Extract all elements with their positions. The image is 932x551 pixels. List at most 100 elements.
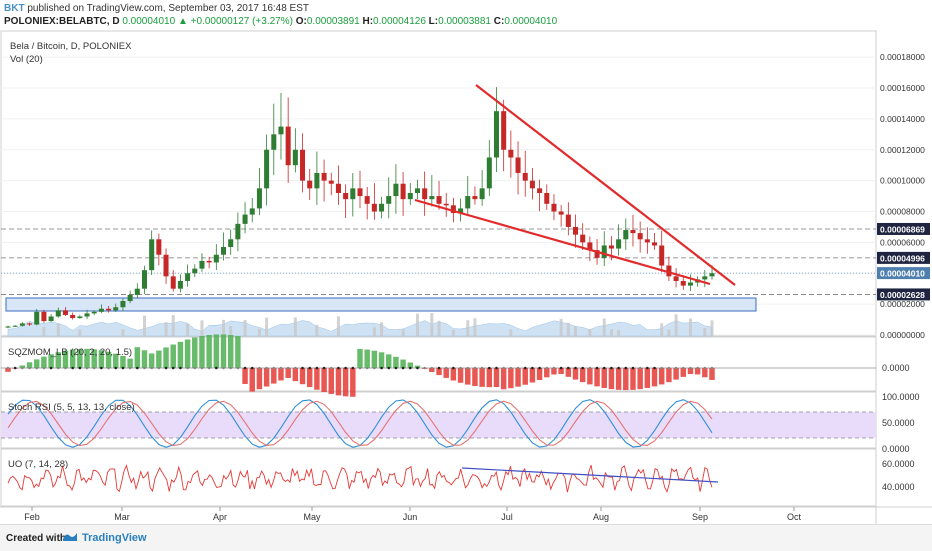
sqz-dot [215,366,218,370]
candle-body [314,172,320,189]
candle-body [379,203,385,212]
sqz-dot [64,366,67,370]
sqz-dot [660,366,664,370]
candle-body [422,188,428,200]
volume-bar [121,329,125,336]
volume-bar [466,320,470,336]
volume-bar [315,324,319,336]
volume-bar [588,329,592,336]
volume-bar [229,326,233,336]
sqz-bar [450,368,457,381]
candle-body [458,208,464,214]
volume-bar [186,323,190,336]
volume-bar [509,329,513,336]
sqz-dot [624,366,628,370]
candle-body [127,294,133,302]
candle-body [515,157,521,173]
candle-body [249,208,255,215]
uo-pane[interactable] [0,448,877,507]
sqz-bar [69,349,76,368]
candle-body [335,183,341,193]
sqz-bar [148,353,155,368]
sqz-bar [285,368,291,378]
support-zone-box[interactable] [5,297,757,312]
sqz-dot [236,366,240,370]
wedge-lower-trendline[interactable] [414,198,711,286]
candle-body [587,242,593,251]
volume-bar [703,327,707,336]
sqz-dot [516,366,520,370]
candle-body [637,233,643,240]
sqz-bar [184,339,191,368]
candle-body [321,172,327,181]
sqz-bar [644,368,651,388]
chart-canvas[interactable]: 0.00018000 0.00016000 0.00014000 0.00012000… [0,30,932,524]
main-pane[interactable] [0,30,877,337]
sqz-bar [306,368,313,388]
tradingview-logo-icon[interactable] [62,530,78,542]
publish-header: BKT published on TradingView.com, Septem… [4,3,309,16]
sqz-dot [164,366,168,370]
sqz-dot [250,366,254,370]
candle-body [680,280,686,286]
symbol-label: POLONIEX:BELABTC, D [4,16,120,27]
candle-body [594,250,600,258]
volume-bar [710,320,714,336]
candle-body [465,196,471,209]
sqz-bar [113,353,119,368]
sqz-bar [472,368,478,386]
candle-body [228,239,234,248]
sqz-bar [120,356,126,368]
sqz-bar [493,368,500,388]
candle-body [5,326,11,328]
sqz-dot [107,366,110,370]
candle-body [106,308,112,311]
candle-body [328,180,334,184]
sqz-dot [495,366,498,370]
sqz-bar [314,368,320,390]
candle-body [84,313,90,317]
sqz-bar [457,368,464,383]
sqz-bar [105,351,112,368]
sqz-bar [84,348,90,368]
sqz-bar [48,354,54,368]
open-value: 0.00003891 [306,16,360,27]
candle-body [70,314,76,319]
price-axis-label: 0.00010000 [880,176,925,186]
candle-body [687,282,693,286]
uo-label: UO (7, 14, 28) [8,459,69,470]
author-link[interactable]: BKT [4,3,25,14]
sqz-bar [529,368,536,383]
volume-bar [42,326,46,336]
uo-trendline[interactable] [461,467,719,483]
sqz-bar [156,350,162,368]
sqz-bar [551,368,557,375]
stoch-axis-100: 100.0000 [882,392,920,402]
candle-body [652,242,658,246]
sqz-bar [134,347,141,368]
open-label: O: [295,16,307,27]
candle-body [429,196,435,200]
volume-bar [602,318,606,336]
candle-body [156,239,162,255]
sqz-dot [696,366,699,370]
sqz-dot [509,366,513,370]
sqz-dot [121,366,125,370]
change-icon: ▲ [177,16,188,27]
sqz-dot [646,366,649,370]
sqz-dot [351,366,355,370]
price-tags: 0.00006869 0.00004996 0.00004010 0.00002628 [877,222,930,301]
sqz-bar [299,368,306,385]
time-axis-label: Sep [692,512,708,522]
sqz-bar [407,362,414,368]
tradingview-brand[interactable]: TradingView [82,532,147,544]
sqz-dot [71,366,74,370]
volume-bar [566,322,570,336]
candle-body [673,276,679,281]
sqz-bar [515,368,521,387]
sqz-bar [335,368,342,396]
candle-body [551,203,557,212]
sqz-bar [350,368,356,397]
sqz-dot [171,366,175,370]
wedge-upper-trendline[interactable] [475,84,736,286]
